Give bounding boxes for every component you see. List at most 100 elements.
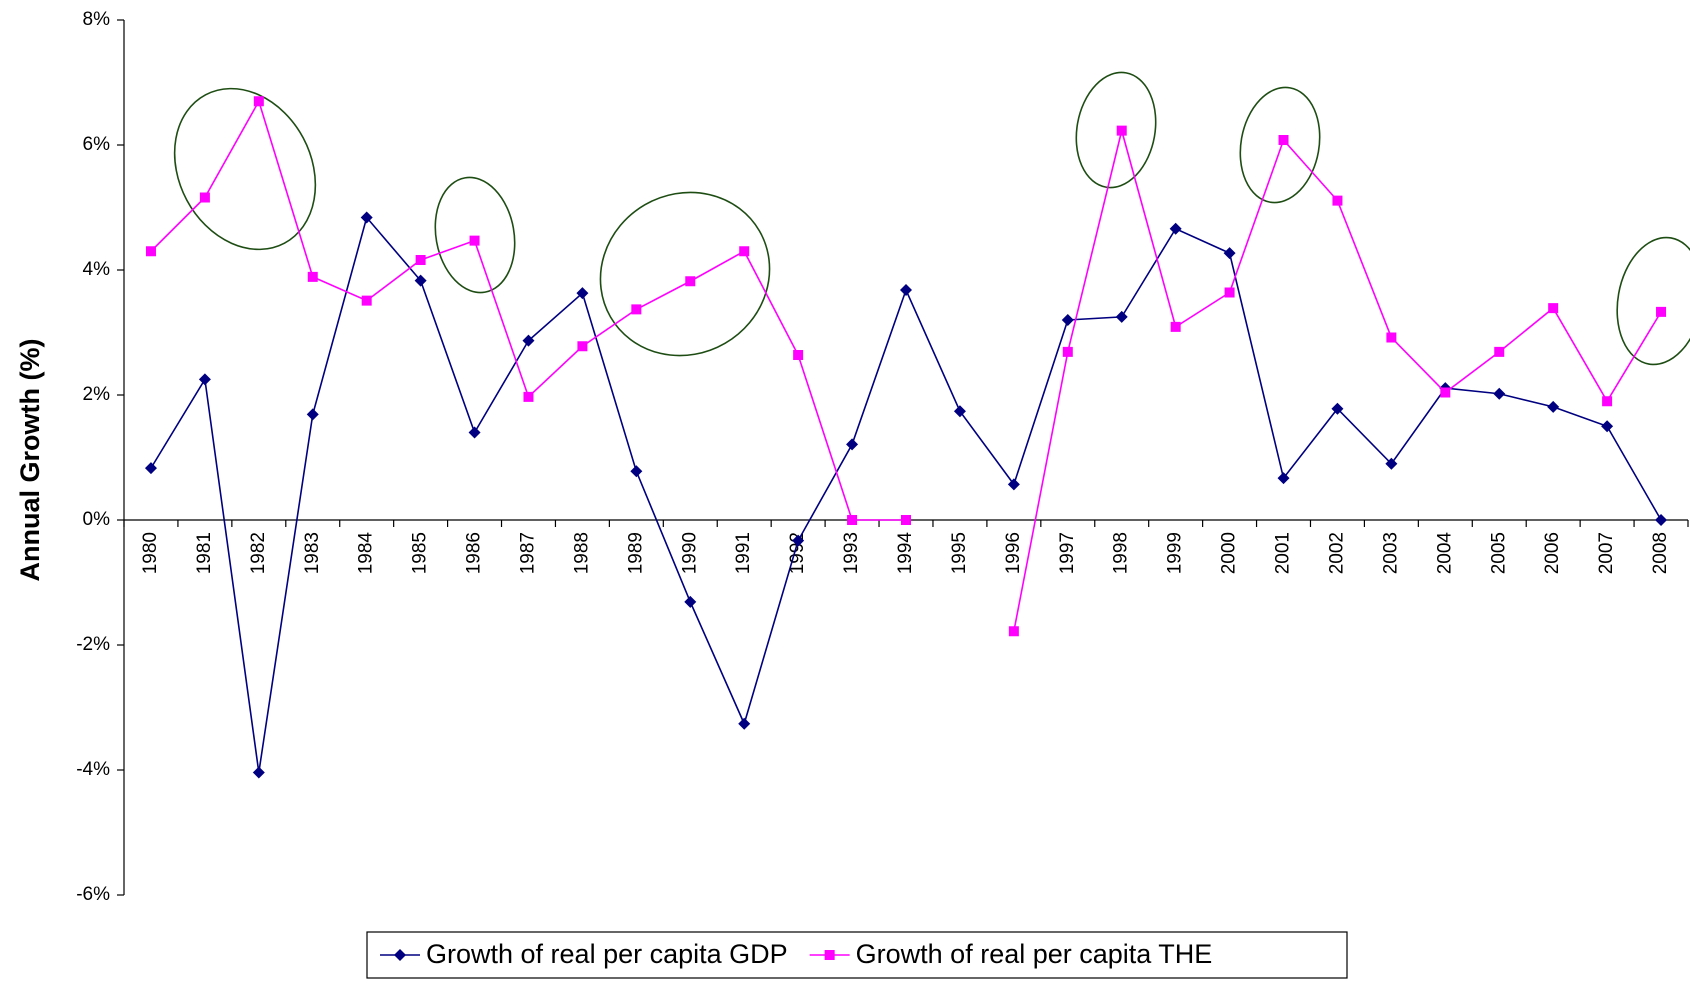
x-tick-label: 1990 <box>679 532 700 574</box>
series-line <box>150 215 1662 773</box>
legend-swatch <box>824 950 835 960</box>
point <box>738 717 751 730</box>
legend-box <box>366 931 1348 979</box>
x-tick-label: 1999 <box>1165 532 1186 574</box>
point <box>685 276 696 287</box>
y-tick-label: 0% <box>83 509 111 530</box>
x-tick-label: 2004 <box>1434 532 1455 575</box>
point <box>684 595 697 608</box>
point <box>415 255 426 265</box>
x-tick-label: 1993 <box>841 532 862 574</box>
point <box>198 373 211 386</box>
point <box>901 515 911 525</box>
x-tick-label: 1996 <box>1003 532 1024 574</box>
point <box>576 287 589 300</box>
point <box>1061 314 1074 326</box>
x-tick-label: 2002 <box>1326 532 1347 574</box>
point <box>522 334 535 347</box>
highlight-ellipse <box>173 87 317 251</box>
point <box>847 515 858 525</box>
x-tick-label: 1986 <box>464 532 485 574</box>
point <box>360 211 373 224</box>
x-tick-label: 1989 <box>625 532 646 574</box>
point <box>630 465 643 478</box>
highlight-ellipse <box>599 191 771 357</box>
point <box>1494 346 1505 357</box>
point <box>1331 402 1344 415</box>
point <box>577 341 588 352</box>
point <box>414 274 427 287</box>
point <box>306 408 319 421</box>
x-tick-label: 2007 <box>1596 532 1617 574</box>
x-tick-label: 2008 <box>1650 532 1671 574</box>
point <box>900 284 912 296</box>
point <box>253 96 264 107</box>
point <box>1655 514 1668 526</box>
point <box>1007 478 1020 491</box>
point <box>361 295 372 306</box>
y-tick-label: -2% <box>76 634 110 655</box>
point <box>252 766 265 779</box>
point <box>1008 626 1019 637</box>
x-tick-label: 2005 <box>1488 532 1509 574</box>
point <box>1440 387 1451 398</box>
point <box>523 391 534 402</box>
legend-label: Growth of real per capita THE <box>856 939 1213 969</box>
x-tick-label: 2006 <box>1542 532 1563 574</box>
point <box>739 246 750 257</box>
point <box>1332 195 1343 206</box>
point <box>1170 321 1181 332</box>
point <box>792 534 805 547</box>
point <box>1493 387 1506 400</box>
point <box>1385 457 1398 470</box>
annotations <box>173 71 1690 366</box>
point <box>846 438 859 451</box>
x-tick-label: 1998 <box>1111 532 1132 574</box>
y-tick-label: 2% <box>83 384 111 405</box>
highlight-ellipse <box>1075 71 1157 189</box>
point <box>1223 247 1236 260</box>
y-axis-title: Annual Growth (%) <box>15 339 45 582</box>
x-tick-label: 2001 <box>1273 532 1294 574</box>
point <box>1278 135 1289 145</box>
point <box>1115 310 1128 323</box>
x-tick-label: 1995 <box>949 532 970 574</box>
y-tick-label: -6% <box>76 884 110 905</box>
point <box>1547 400 1560 413</box>
point <box>469 235 480 246</box>
y-tick-label: 6% <box>83 134 111 155</box>
point <box>1601 420 1614 433</box>
point <box>307 271 318 282</box>
x-tick-label: 1991 <box>733 532 754 574</box>
highlight-ellipse <box>1616 236 1690 366</box>
highlight-ellipse <box>434 176 516 294</box>
highlight-ellipse <box>1239 86 1321 204</box>
point <box>1169 222 1182 235</box>
point <box>1548 303 1559 314</box>
point <box>199 192 210 203</box>
y-tick-label: -4% <box>76 759 110 780</box>
x-tick-label: 1985 <box>410 532 431 574</box>
x-tick-label: 2000 <box>1219 532 1240 574</box>
point <box>144 462 157 475</box>
point <box>953 405 966 418</box>
x-tick-label: 1982 <box>248 532 269 574</box>
legend-swatch <box>394 949 406 961</box>
point <box>1116 125 1127 136</box>
y-tick-label: 4% <box>83 259 111 280</box>
x-tick-label: 1987 <box>517 532 538 574</box>
point <box>468 426 481 439</box>
point <box>1277 472 1290 485</box>
x-tick-label: 1992 <box>787 532 808 574</box>
point <box>1656 306 1667 317</box>
legend-label: Growth of real per capita GDP <box>426 939 788 969</box>
x-tick-label: 1988 <box>571 532 592 574</box>
x-tick-label: 1984 <box>356 532 377 575</box>
point <box>1602 396 1613 407</box>
point <box>1224 287 1235 298</box>
x-tick-label: 2003 <box>1380 532 1401 574</box>
point <box>631 304 642 315</box>
x-tick-label: 1994 <box>895 532 916 575</box>
x-tick-label: 1980 <box>140 532 161 574</box>
